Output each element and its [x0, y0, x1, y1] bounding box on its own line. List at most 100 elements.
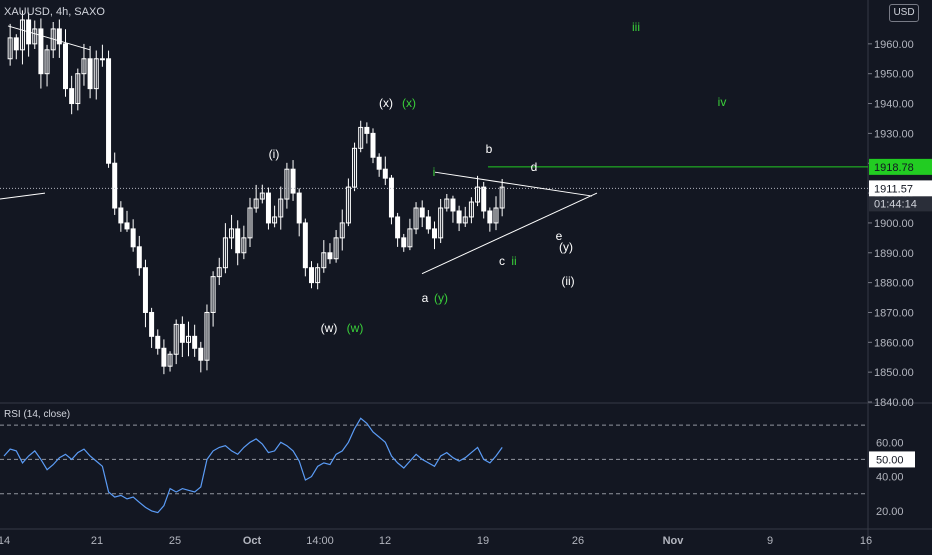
candle-body[interactable]: [462, 216, 468, 224]
candle-body[interactable]: [388, 177, 394, 218]
candle-body[interactable]: [425, 216, 431, 230]
candle-body[interactable]: [407, 228, 413, 248]
candle-body[interactable]: [413, 207, 419, 230]
candle-body[interactable]: [253, 198, 259, 209]
price-tick-label: 1880.00: [874, 278, 914, 290]
trend-line[interactable]: [421, 192, 598, 275]
rsi-value-tag: [869, 451, 915, 468]
candle-body[interactable]: [241, 237, 247, 254]
candle-body[interactable]: [75, 73, 81, 105]
wave-label: (w): [321, 321, 338, 335]
candle-body[interactable]: [364, 126, 370, 134]
candle-body[interactable]: [149, 311, 155, 337]
candle-body[interactable]: [444, 198, 450, 209]
candle-body[interactable]: [204, 311, 210, 361]
candle-body[interactable]: [419, 207, 425, 218]
trend-line[interactable]: [434, 171, 593, 197]
candle-body[interactable]: [302, 222, 308, 269]
time-tick-label: 25: [169, 535, 181, 547]
symbol-title: XAUUSD, 4h, SAXO: [4, 6, 105, 18]
candle-body[interactable]: [278, 198, 284, 218]
candle-body[interactable]: [456, 210, 462, 224]
candle-body[interactable]: [315, 267, 321, 284]
time-tick-label: 26: [572, 535, 584, 547]
candle-body[interactable]: [481, 186, 487, 212]
candle-body[interactable]: [198, 347, 204, 361]
candle-body[interactable]: [142, 267, 148, 313]
candle-body[interactable]: [450, 198, 456, 212]
candle-body[interactable]: [19, 19, 25, 51]
candle-body[interactable]: [475, 186, 481, 203]
candle-body[interactable]: [382, 168, 388, 179]
candle-body[interactable]: [87, 58, 93, 90]
candle-body[interactable]: [376, 156, 382, 170]
candle-body[interactable]: [99, 58, 105, 61]
candle-body[interactable]: [38, 28, 44, 75]
current-price-tag: [869, 180, 932, 197]
wave-label: a: [422, 291, 429, 305]
time-tick-label: 14: [0, 535, 10, 547]
trend-line[interactable]: [7, 25, 91, 51]
candle-body[interactable]: [161, 347, 167, 367]
candle-body[interactable]: [321, 252, 327, 269]
candle-body[interactable]: [136, 246, 142, 269]
candle-body[interactable]: [401, 237, 407, 248]
candle-body[interactable]: [173, 323, 179, 355]
candle-body[interactable]: [487, 210, 493, 224]
candle-body[interactable]: [432, 228, 437, 239]
candle-body[interactable]: [106, 58, 112, 164]
candle-body[interactable]: [118, 207, 124, 224]
candle-body[interactable]: [345, 186, 351, 224]
candle-body[interactable]: [179, 323, 185, 343]
candle-body[interactable]: [358, 126, 364, 149]
candle-body[interactable]: [395, 216, 401, 239]
candle-body[interactable]: [468, 201, 474, 218]
candle-body[interactable]: [63, 43, 68, 90]
price-tick-label: 1870.00: [874, 307, 914, 319]
candle-body[interactable]: [247, 207, 253, 239]
candle-body[interactable]: [167, 353, 173, 367]
candle-body[interactable]: [438, 207, 444, 239]
candle-body[interactable]: [235, 228, 241, 254]
candle-body[interactable]: [290, 168, 296, 194]
candle-body[interactable]: [333, 237, 339, 260]
candle-body[interactable]: [69, 88, 75, 105]
candle-body[interactable]: [155, 335, 161, 349]
candle-body[interactable]: [493, 207, 499, 224]
candle-body[interactable]: [210, 276, 216, 313]
candle-body[interactable]: [222, 237, 228, 269]
candle-body[interactable]: [124, 222, 130, 230]
candle-body[interactable]: [44, 49, 50, 75]
candle-body[interactable]: [7, 37, 13, 60]
candle-body[interactable]: [130, 228, 136, 248]
candle-body[interactable]: [370, 132, 376, 158]
price-tick-label: 1840.00: [874, 397, 914, 409]
candle-body[interactable]: [216, 267, 222, 278]
candle-body[interactable]: [327, 252, 333, 260]
candle-body[interactable]: [499, 186, 505, 209]
candle-body[interactable]: [339, 222, 345, 239]
currency-button[interactable]: USD: [889, 4, 919, 22]
candle-body[interactable]: [93, 58, 99, 90]
time-tick-label: 19: [477, 535, 489, 547]
candle-body[interactable]: [296, 192, 302, 224]
candle-body[interactable]: [352, 147, 358, 188]
price-tick-label: 1950.00: [874, 69, 914, 81]
trend-line[interactable]: [0, 192, 46, 200]
candle-body[interactable]: [112, 162, 118, 209]
candle-body[interactable]: [259, 192, 265, 200]
candle-body[interactable]: [32, 28, 38, 45]
candle-body[interactable]: [81, 58, 87, 75]
candle-body[interactable]: [186, 335, 191, 343]
candle-body[interactable]: [284, 168, 290, 200]
candle-body[interactable]: [56, 28, 62, 45]
candle-body[interactable]: [192, 335, 198, 349]
candle-body[interactable]: [265, 192, 271, 224]
candle-body[interactable]: [229, 228, 235, 239]
candle-body[interactable]: [272, 216, 278, 224]
candle-body[interactable]: [13, 37, 19, 51]
time-tick-label: 14:00: [306, 535, 334, 547]
candle-body[interactable]: [309, 267, 314, 284]
